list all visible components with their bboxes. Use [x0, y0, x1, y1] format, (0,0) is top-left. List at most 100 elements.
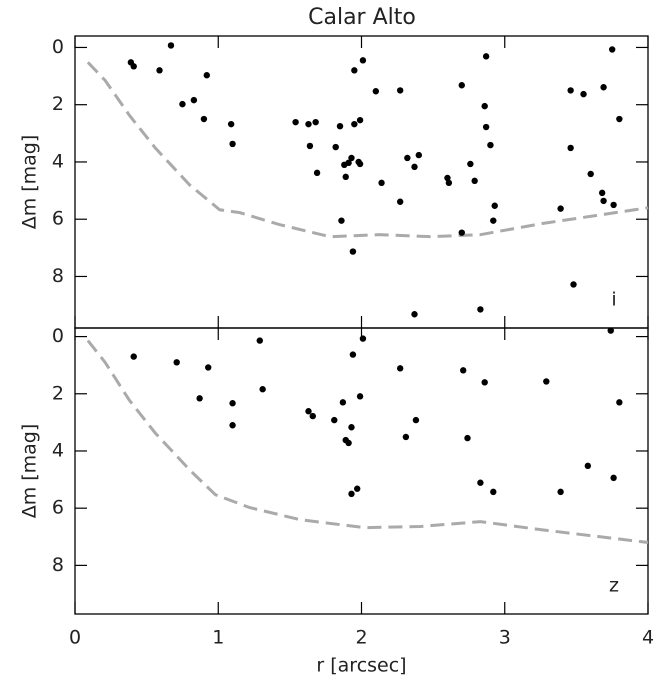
data-point	[355, 158, 362, 166]
data-point	[173, 359, 180, 366]
data-point	[332, 143, 339, 151]
data-point	[458, 82, 465, 89]
x-tick-label: 2	[355, 627, 367, 649]
data-point	[351, 120, 358, 128]
limit-curve	[86, 61, 649, 239]
data-point	[345, 159, 352, 167]
y-tick-label: 2	[52, 93, 64, 115]
data-point	[339, 399, 347, 406]
data-point	[292, 118, 299, 126]
data-point	[167, 42, 175, 49]
data-point	[491, 202, 498, 209]
data-point	[543, 378, 550, 385]
y-tick-label: 4	[52, 439, 64, 461]
data-point	[608, 46, 616, 53]
data-point	[179, 100, 186, 108]
data-point	[415, 151, 422, 159]
data-point	[336, 122, 344, 130]
data-point	[616, 115, 623, 123]
data-point	[580, 90, 587, 98]
y-tick-label: 6	[52, 208, 64, 230]
data-point	[259, 386, 266, 393]
x-axis-label: r [arcsec]	[316, 655, 406, 677]
data-point	[306, 142, 314, 150]
data-point	[205, 364, 212, 371]
data-point	[411, 163, 418, 171]
data-point	[359, 335, 367, 342]
data-point	[600, 197, 607, 205]
data-point	[482, 123, 490, 131]
data-point	[348, 424, 355, 431]
data-point	[607, 327, 614, 334]
data-point	[156, 67, 163, 74]
data-point	[444, 174, 451, 182]
data-point	[598, 189, 606, 197]
data-point	[348, 490, 355, 498]
data-point	[348, 154, 355, 162]
data-point	[349, 351, 357, 358]
y-tick-label: 0	[52, 325, 64, 347]
data-point	[196, 395, 203, 402]
data-point	[411, 311, 418, 318]
data-point	[402, 433, 410, 441]
data-point	[354, 485, 361, 492]
y-tick-label: 2	[52, 382, 64, 404]
data-point	[359, 57, 367, 64]
y-tick-label: 8	[52, 554, 64, 576]
data-point	[396, 365, 404, 372]
data-point	[404, 154, 411, 162]
data-point	[490, 217, 497, 224]
y-tick-label: 0	[52, 36, 64, 58]
data-point	[481, 102, 488, 110]
data-point	[490, 488, 497, 496]
data-point	[356, 116, 364, 124]
data-point	[312, 118, 319, 126]
y-axis-label: Δm [mag]	[19, 135, 41, 230]
data-point	[203, 72, 210, 79]
data-point	[256, 337, 263, 344]
y-axis-label: Δm [mag]	[19, 424, 41, 519]
plot-frame	[74, 327, 649, 615]
panel-label: i	[611, 289, 616, 311]
data-point	[487, 141, 494, 149]
data-point	[467, 160, 474, 168]
panel-label: z	[609, 575, 619, 597]
y-tick-label: 6	[52, 497, 64, 519]
data-point	[345, 439, 352, 447]
data-point	[229, 422, 236, 429]
data-point	[445, 179, 453, 187]
data-point	[309, 412, 316, 420]
limit-curve	[86, 339, 649, 544]
data-point	[557, 205, 564, 212]
data-point	[229, 400, 236, 407]
data-point	[584, 462, 592, 470]
y-tick-label: 8	[52, 265, 64, 287]
data-point	[458, 229, 465, 236]
data-point	[338, 217, 345, 224]
data-point	[130, 353, 137, 360]
data-point	[351, 67, 358, 74]
x-tick-label: 1	[212, 627, 224, 649]
data-point	[610, 474, 617, 482]
x-tick-label: 3	[499, 627, 511, 649]
data-point	[412, 416, 420, 424]
data-point	[482, 53, 490, 60]
data-point	[600, 84, 607, 91]
x-tick-label: 0	[69, 627, 81, 649]
data-point	[342, 173, 349, 181]
data-point	[567, 144, 574, 152]
data-point	[481, 379, 488, 386]
data-point	[567, 87, 574, 94]
data-point	[190, 96, 198, 104]
data-point	[471, 177, 478, 185]
plot-frame	[74, 35, 649, 329]
data-point	[477, 306, 484, 313]
data-point	[610, 201, 617, 209]
data-point	[396, 198, 404, 205]
chart-title: Calar Alto	[308, 5, 416, 30]
data-point	[227, 120, 235, 128]
data-point	[587, 170, 594, 178]
data-point	[130, 63, 137, 70]
data-point	[331, 416, 338, 424]
